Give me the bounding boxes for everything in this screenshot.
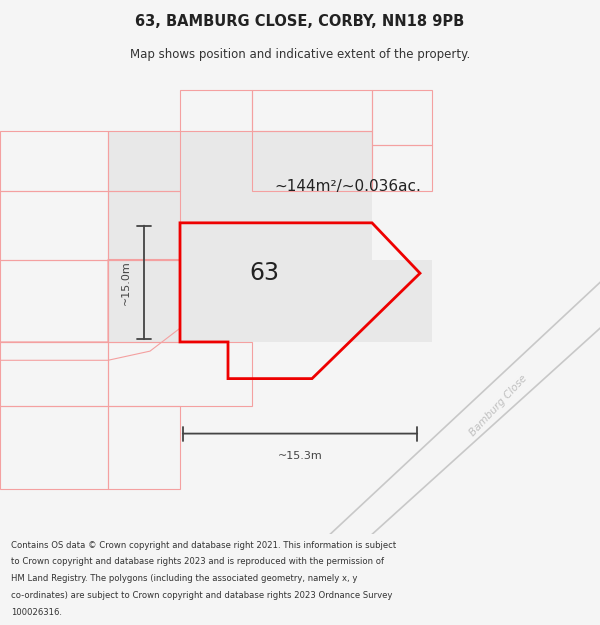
Text: 63, BAMBURG CLOSE, CORBY, NN18 9PB: 63, BAMBURG CLOSE, CORBY, NN18 9PB xyxy=(136,14,464,29)
Text: 63: 63 xyxy=(249,261,279,285)
Text: HM Land Registry. The polygons (including the associated geometry, namely x, y: HM Land Registry. The polygons (includin… xyxy=(11,574,357,583)
Text: ~144m²/~0.036ac.: ~144m²/~0.036ac. xyxy=(275,179,421,194)
Text: 100026316.: 100026316. xyxy=(11,608,62,617)
Text: ~15.3m: ~15.3m xyxy=(278,451,322,461)
Text: to Crown copyright and database rights 2023 and is reproduced with the permissio: to Crown copyright and database rights 2… xyxy=(11,558,384,566)
Text: Map shows position and indicative extent of the property.: Map shows position and indicative extent… xyxy=(130,48,470,61)
Text: ~15.0m: ~15.0m xyxy=(121,260,131,305)
Text: Bamburg Close: Bamburg Close xyxy=(467,374,529,439)
Polygon shape xyxy=(108,259,432,342)
Polygon shape xyxy=(252,131,372,259)
Polygon shape xyxy=(108,131,252,259)
Text: co-ordinates) are subject to Crown copyright and database rights 2023 Ordnance S: co-ordinates) are subject to Crown copyr… xyxy=(11,591,392,600)
Text: Contains OS data © Crown copyright and database right 2021. This information is : Contains OS data © Crown copyright and d… xyxy=(11,541,396,550)
